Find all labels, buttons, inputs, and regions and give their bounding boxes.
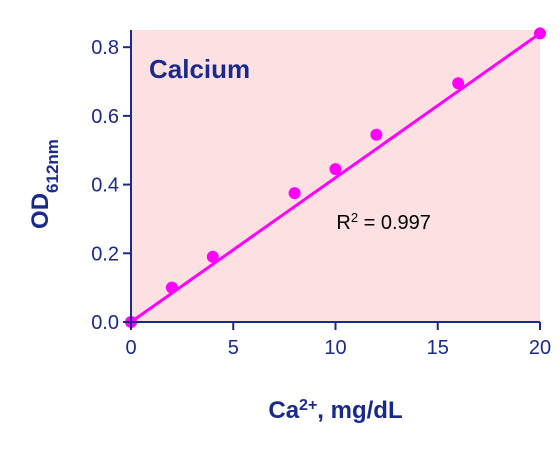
x-tick-label: 0 bbox=[125, 337, 136, 359]
x-axis-title-superscript: 2+ bbox=[299, 397, 317, 414]
y-tick-label: 0.8 bbox=[91, 37, 119, 59]
data-point bbox=[534, 27, 546, 40]
data-point bbox=[452, 77, 465, 90]
data-point bbox=[206, 250, 219, 263]
y-tick-label: 0.6 bbox=[91, 106, 119, 128]
data-point bbox=[370, 128, 383, 141]
y-axis-title: OD612nm bbox=[27, 139, 62, 229]
x-tick-label: 10 bbox=[324, 337, 346, 359]
annotation-value: = 0.997 bbox=[358, 212, 431, 234]
y-axis-title-base: OD bbox=[27, 193, 54, 229]
x-tick-label: 5 bbox=[228, 337, 239, 359]
data-point bbox=[165, 281, 178, 294]
annotation-base: R bbox=[336, 212, 350, 234]
x-axis-title-base: Ca bbox=[268, 397, 299, 424]
data-point bbox=[288, 187, 301, 200]
x-tick-label: 20 bbox=[529, 337, 551, 359]
r-squared-annotation: R2 = 0.997 bbox=[336, 210, 431, 235]
y-tick-label: 0.2 bbox=[91, 243, 119, 265]
x-axis-title: Ca2+, mg/dL bbox=[268, 397, 402, 425]
y-tick-label: 0.4 bbox=[91, 175, 119, 197]
data-point bbox=[329, 163, 342, 176]
x-tick-label: 15 bbox=[427, 337, 449, 359]
x-axis-title-units: , mg/dL bbox=[317, 397, 402, 424]
y-axis-title-subscript: 612nm bbox=[43, 139, 62, 193]
y-tick-label: 0.0 bbox=[91, 312, 119, 334]
chart-title: Calcium bbox=[149, 54, 250, 84]
annotation-superscript: 2 bbox=[351, 210, 358, 225]
fit-line bbox=[130, 32, 541, 324]
